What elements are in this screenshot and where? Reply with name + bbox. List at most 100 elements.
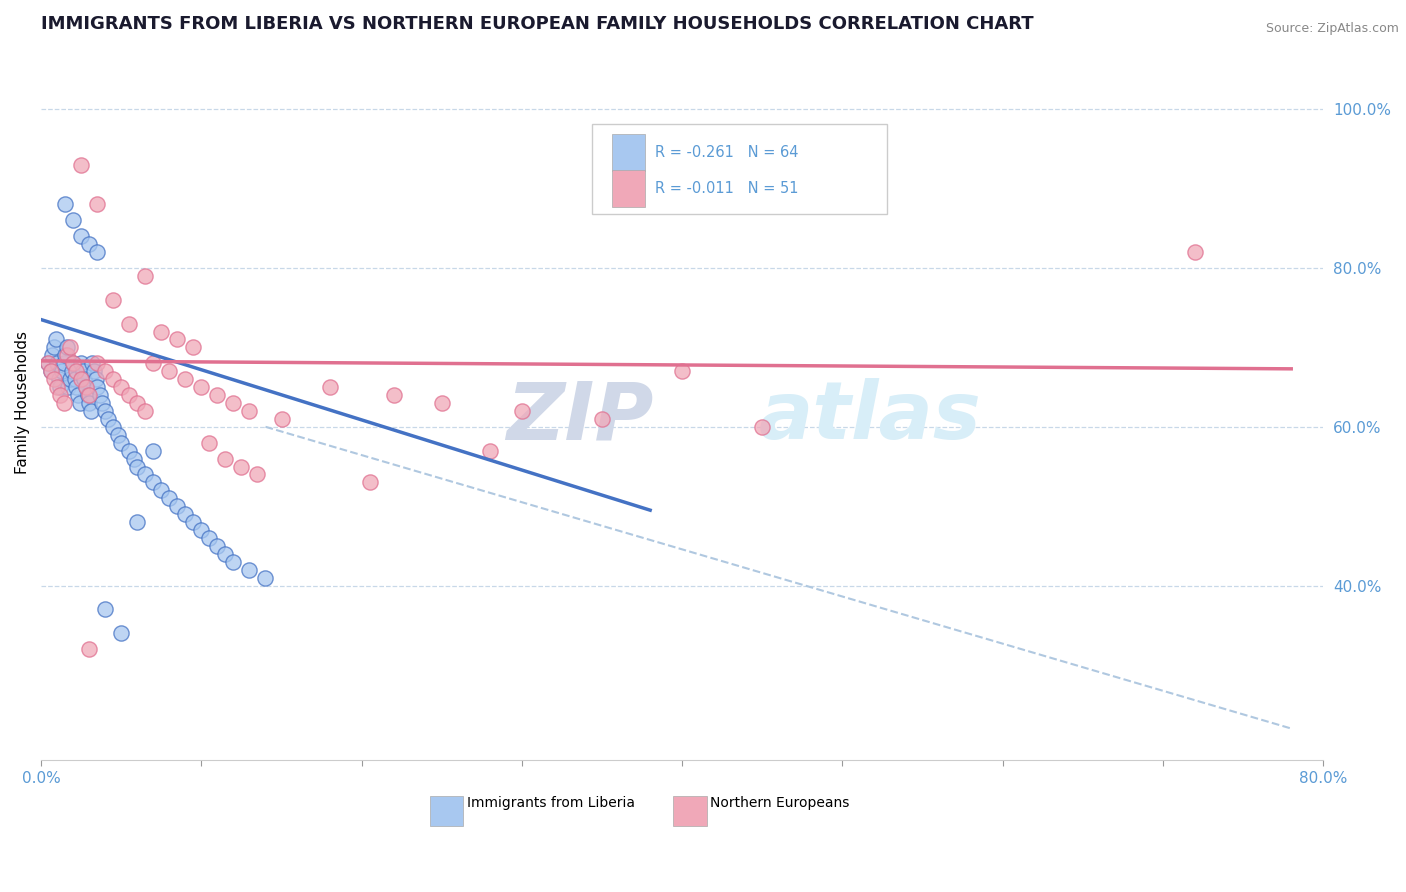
Point xyxy=(70,229,93,244)
Text: Northern Europeans: Northern Europeans xyxy=(710,797,849,810)
Point xyxy=(254,571,277,585)
Point xyxy=(69,396,91,410)
Point xyxy=(86,245,108,260)
FancyBboxPatch shape xyxy=(592,124,887,213)
Point xyxy=(110,435,132,450)
FancyBboxPatch shape xyxy=(430,796,463,826)
Y-axis label: Family Households: Family Households xyxy=(15,332,30,475)
Point xyxy=(157,364,180,378)
Point xyxy=(103,293,125,307)
Point xyxy=(166,333,188,347)
Point xyxy=(382,388,405,402)
Point xyxy=(183,515,205,529)
Point xyxy=(82,356,104,370)
Point xyxy=(70,158,93,172)
Point xyxy=(51,364,73,378)
Point xyxy=(75,380,97,394)
Point xyxy=(150,483,173,498)
Point xyxy=(118,443,141,458)
Point xyxy=(62,213,84,227)
Point xyxy=(318,380,340,394)
Point xyxy=(37,356,59,370)
Point xyxy=(59,340,82,354)
Point xyxy=(86,197,108,211)
Point xyxy=(150,325,173,339)
Point xyxy=(42,340,65,354)
Point xyxy=(591,412,613,426)
Point xyxy=(94,404,117,418)
Point xyxy=(110,626,132,640)
Point xyxy=(80,404,103,418)
Point xyxy=(72,364,94,378)
Point xyxy=(39,364,62,378)
Point xyxy=(73,372,96,386)
Point xyxy=(183,340,205,354)
Text: ZIP: ZIP xyxy=(506,378,654,457)
FancyBboxPatch shape xyxy=(612,170,645,207)
Point xyxy=(48,372,70,386)
Point xyxy=(41,348,63,362)
Point xyxy=(94,364,117,378)
Point xyxy=(77,237,100,252)
Point xyxy=(134,268,156,283)
Point xyxy=(49,380,72,394)
Point xyxy=(222,396,245,410)
Text: Immigrants from Liberia: Immigrants from Liberia xyxy=(467,797,634,810)
Point xyxy=(75,380,97,394)
Text: R = -0.261   N = 64: R = -0.261 N = 64 xyxy=(655,145,799,161)
Point xyxy=(84,372,107,386)
Point xyxy=(55,340,77,354)
FancyBboxPatch shape xyxy=(612,135,645,171)
Point xyxy=(55,348,77,362)
Point xyxy=(42,372,65,386)
Point xyxy=(510,404,533,418)
Text: Source: ZipAtlas.com: Source: ZipAtlas.com xyxy=(1265,22,1399,36)
Point xyxy=(103,419,125,434)
Point xyxy=(134,467,156,482)
Point xyxy=(174,507,197,521)
Point xyxy=(190,523,212,537)
Point xyxy=(63,372,86,386)
Point xyxy=(65,364,87,378)
Point xyxy=(190,380,212,394)
Point xyxy=(478,443,501,458)
Point xyxy=(62,356,84,370)
Point xyxy=(142,475,165,490)
FancyBboxPatch shape xyxy=(673,796,707,826)
Point xyxy=(246,467,269,482)
Point xyxy=(62,356,84,370)
Point xyxy=(231,459,253,474)
Point xyxy=(671,364,693,378)
Point xyxy=(53,197,76,211)
Text: R = -0.011   N = 51: R = -0.011 N = 51 xyxy=(655,181,799,196)
Point xyxy=(52,356,75,370)
Point xyxy=(103,372,125,386)
Text: IMMIGRANTS FROM LIBERIA VS NORTHERN EUROPEAN FAMILY HOUSEHOLDS CORRELATION CHART: IMMIGRANTS FROM LIBERIA VS NORTHERN EURO… xyxy=(41,15,1033,33)
Point xyxy=(207,539,229,553)
Point xyxy=(174,372,197,386)
Point xyxy=(77,396,100,410)
Point xyxy=(198,435,221,450)
Text: atlas: atlas xyxy=(759,378,981,457)
Point xyxy=(49,388,72,402)
Point xyxy=(127,396,149,410)
Point xyxy=(76,388,98,402)
Point xyxy=(142,356,165,370)
Point xyxy=(198,531,221,545)
Point xyxy=(89,388,111,402)
Point xyxy=(214,547,236,561)
Point xyxy=(118,388,141,402)
Point xyxy=(214,451,236,466)
Point xyxy=(39,364,62,378)
Point xyxy=(107,427,129,442)
Point xyxy=(91,396,114,410)
Point xyxy=(134,404,156,418)
Point xyxy=(66,388,89,402)
Point xyxy=(1184,245,1206,260)
Point xyxy=(127,459,149,474)
Point xyxy=(53,348,76,362)
Point xyxy=(65,380,87,394)
Point xyxy=(430,396,453,410)
Point xyxy=(59,372,82,386)
Point xyxy=(238,404,260,418)
